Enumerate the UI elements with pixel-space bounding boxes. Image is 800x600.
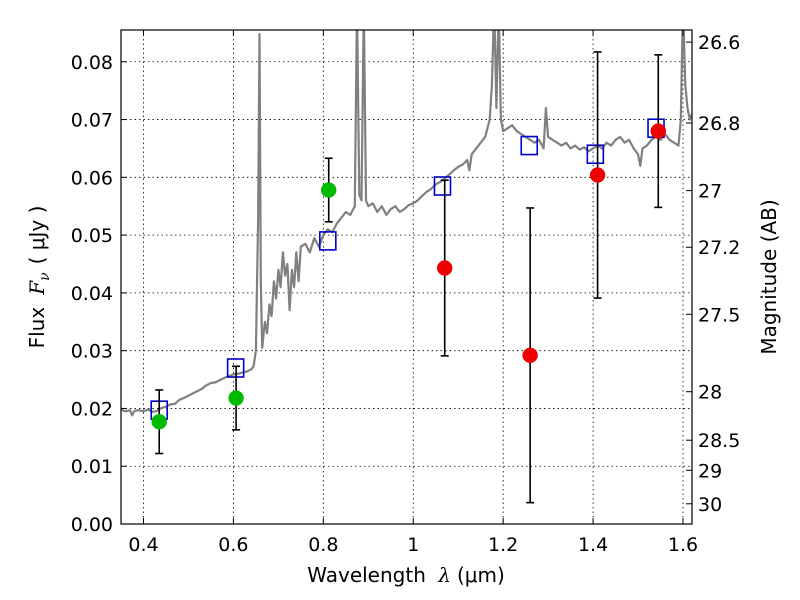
y-axis-label: FluxFν( μJy ) [25,206,53,349]
x-tick-label: 0.6 [218,534,248,556]
green-point-marker [320,182,337,198]
model-square-marker [433,176,452,196]
y-tick-label: 0.06 [71,167,113,189]
red-point-marker [522,347,538,364]
red-point-marker [436,260,453,276]
y2-tick-label: 30 [698,494,722,516]
green-point-marker [228,390,244,406]
y-tick-label: 0.04 [71,283,113,305]
model-square-marker [520,135,539,156]
spectrum-line [121,30,692,417]
y2-tick-label: 28 [698,382,722,404]
y-tick-label: 0.07 [71,110,113,132]
y2-axis-label: Magnitude (AB) [757,199,781,354]
y-tick-label: 0.01 [71,456,113,478]
model-square-marker [586,144,605,165]
red-point-marker [650,123,667,139]
y-tick-label: 0.00 [71,514,113,536]
x-tick-label: 1.4 [578,534,608,556]
y-tick-label: 0.05 [71,225,113,247]
x-tick-label: 1.2 [488,534,518,556]
x-tick-label: 0.4 [128,534,158,556]
y2-tick-label: 27.2 [698,237,740,259]
red-point-marker [589,167,606,183]
plot-frame [120,29,693,525]
grid [121,30,692,524]
y-tick-label: 0.08 [71,52,113,74]
y-tick-label: 0.03 [71,341,113,363]
y2-tick-label: 28.5 [698,430,740,452]
x-axis-label: Wavelength λ (μm) [307,563,505,587]
y2-tick-label: 27 [698,181,722,203]
plot-data [121,30,692,504]
x-tick-label: 0.8 [308,534,338,556]
green-point-marker [151,413,167,430]
x-tick-label: 1.6 [668,534,698,556]
model-square-marker [319,231,337,251]
axis-ticks: 0.4 0.6 0.8 1 1.2 1.4 1.6 0.00 0.01 0.02 0.03 0.04 0… [71,30,740,556]
y-tick-label: 0.02 [71,398,113,420]
y2-tick-label: 26.6 [698,32,740,54]
y2-tick-label: 26.8 [698,113,740,135]
x-tick-label: 1 [407,534,419,556]
y2-tick-label: 29 [698,460,722,482]
y2-tick-label: 27.5 [698,304,740,326]
